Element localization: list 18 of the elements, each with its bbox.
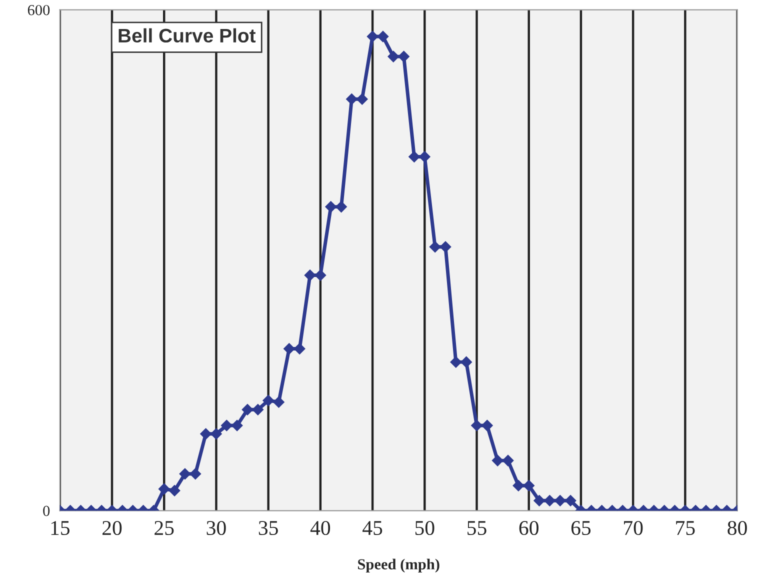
x-tick-label: 80	[728, 520, 747, 536]
x-tick-label: 70	[624, 520, 643, 536]
x-tick-label: 65	[571, 521, 591, 536]
x-tick-label: 20	[102, 520, 122, 536]
text: Bell Curve Plot	[118, 28, 256, 43]
x-tick-label: 40	[310, 520, 330, 536]
x-tick-label: 30	[206, 520, 226, 536]
x-axis-title: Speed (mph)	[358, 558, 440, 573]
y-tick-label: 0	[43, 506, 50, 516]
x-tick-label: 55	[468, 521, 486, 536]
x-tick-label: 60	[519, 520, 538, 536]
x-tick-label: 50	[415, 520, 434, 536]
x-tick-label: 75	[676, 521, 695, 536]
y-tick-label: 600	[28, 4, 50, 16]
x-tick-label: 35	[258, 521, 278, 536]
x-tick-label: 45	[362, 521, 382, 536]
x-tick-label: 25	[154, 521, 174, 536]
x-tick-label: 15	[51, 521, 70, 536]
